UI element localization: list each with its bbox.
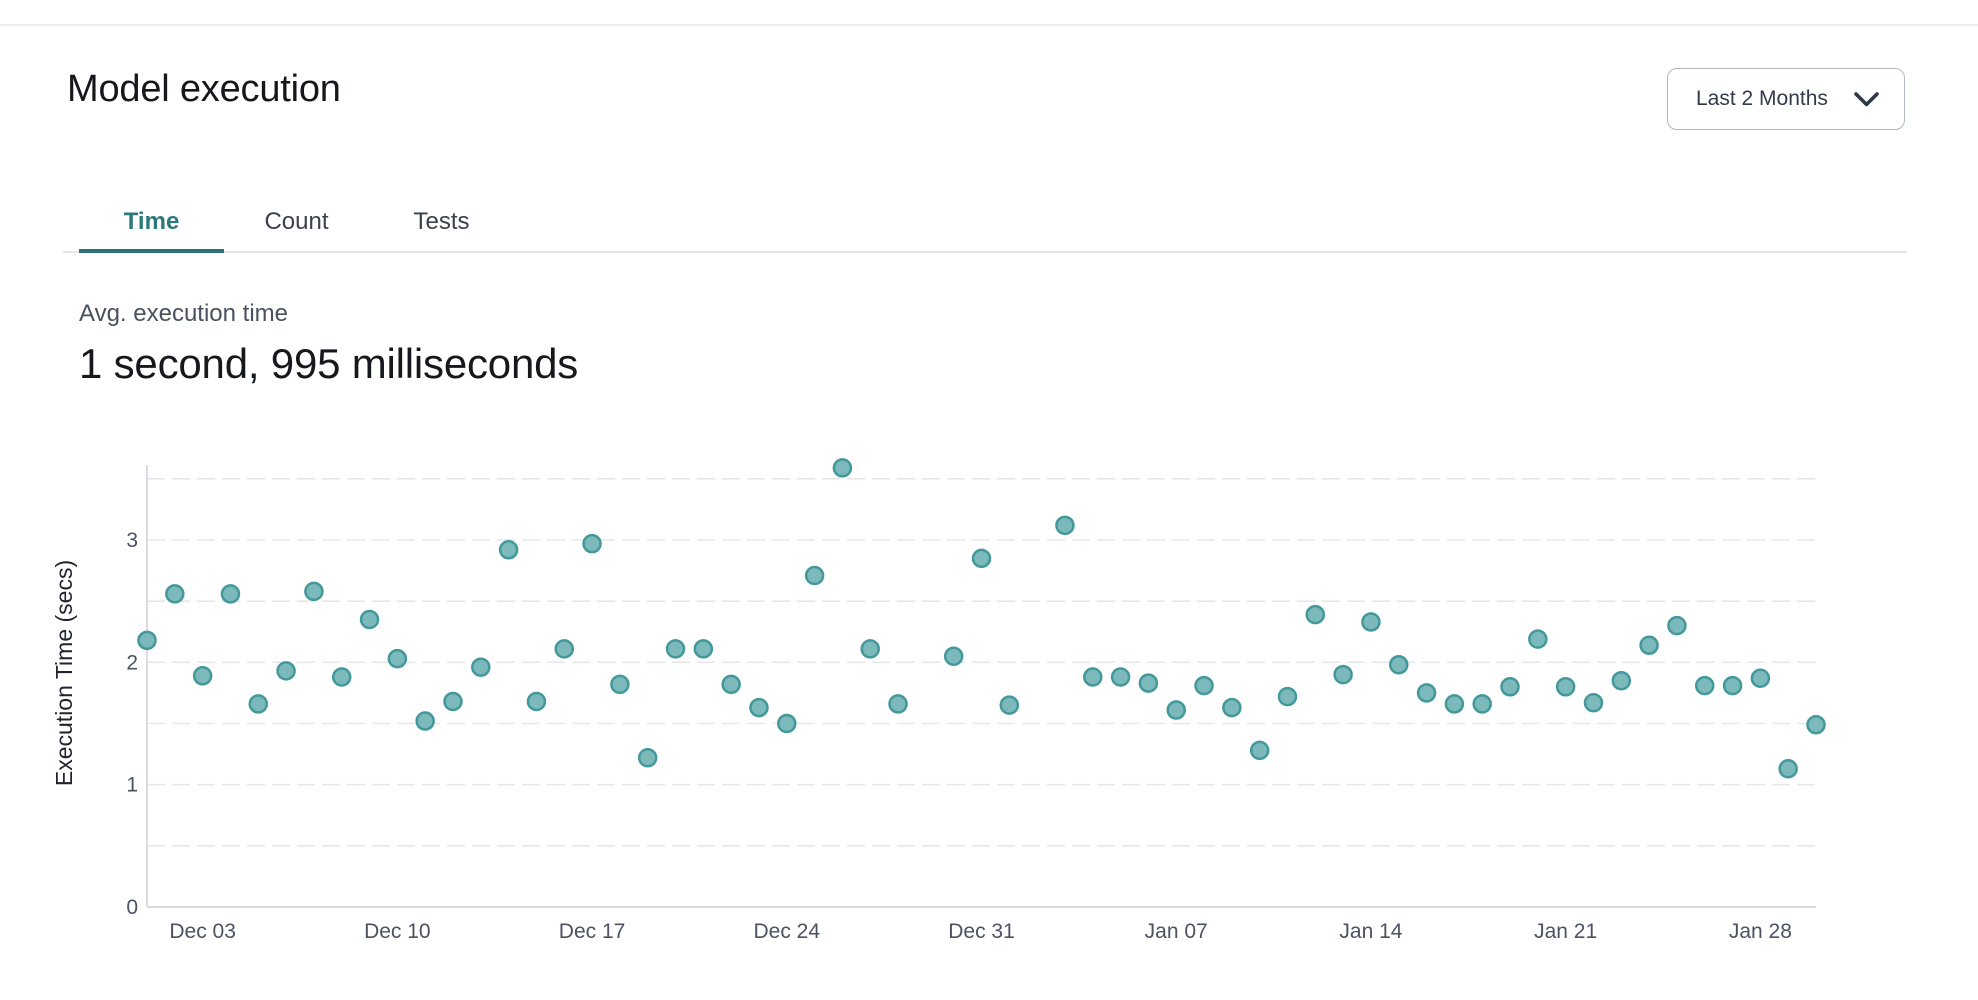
y-tick-label: 3 [126, 529, 138, 552]
data-point [1472, 694, 1492, 714]
data-point [888, 694, 908, 714]
tab-bar: Time Count Tests [63, 192, 1907, 253]
tab-spacer [63, 192, 79, 251]
data-point [1110, 667, 1131, 687]
data-point [137, 630, 157, 651]
tab-time[interactable]: Time [79, 192, 224, 253]
data-point [498, 540, 519, 560]
data-point [693, 639, 714, 659]
data-point [1249, 740, 1270, 761]
data-point [1750, 668, 1771, 688]
data-point [359, 609, 380, 630]
x-tick-label: Jan 14 [1339, 920, 1402, 943]
stat-value: 1 second, 995 milliseconds [79, 340, 579, 387]
data-point [1305, 604, 1326, 625]
tab-tests[interactable]: Tests [413, 207, 470, 235]
data-point [220, 584, 241, 604]
data-point [1583, 692, 1604, 713]
data-point [1528, 629, 1548, 649]
data-point [1806, 714, 1826, 735]
data-point [943, 646, 964, 666]
data-point [1138, 673, 1159, 693]
x-tick-label: Jan 28 [1729, 920, 1792, 943]
x-tick-label: Dec 24 [754, 920, 821, 943]
data-point [1694, 675, 1715, 696]
data-point [1166, 700, 1186, 720]
data-point [1277, 686, 1298, 707]
y-tick-label: 0 [126, 896, 138, 919]
x-tick-label: Jan 07 [1145, 920, 1208, 943]
data-point [721, 674, 741, 695]
data-point [971, 548, 992, 569]
data-point [1722, 675, 1743, 696]
top-divider [0, 24, 1978, 26]
data-point [1444, 694, 1465, 714]
x-tick-label: Jan 21 [1534, 920, 1597, 943]
tab-count[interactable]: Count [264, 207, 329, 235]
data-point [165, 584, 185, 604]
data-point [443, 691, 463, 712]
data-point [832, 458, 853, 478]
data-point [749, 697, 769, 718]
data-point [1055, 515, 1075, 536]
x-tick-label: Dec 10 [364, 920, 431, 943]
data-point [1778, 759, 1798, 779]
data-point [415, 711, 435, 731]
data-point [304, 581, 324, 602]
stat-label: Avg. execution time [79, 300, 289, 327]
data-point [192, 666, 213, 686]
data-point [1194, 675, 1214, 696]
data-point [1416, 683, 1437, 703]
x-tick-label: Dec 17 [559, 920, 626, 943]
data-point [331, 667, 352, 687]
data-point [637, 748, 658, 768]
data-point [665, 639, 686, 659]
data-point [1667, 615, 1687, 636]
data-point [276, 661, 296, 681]
data-point [804, 565, 825, 586]
data-point [610, 674, 630, 695]
data-point [471, 657, 491, 677]
data-point [1555, 677, 1576, 697]
data-point [860, 639, 880, 659]
chevron-down-icon [1854, 91, 1879, 106]
data-point [582, 533, 602, 554]
y-axis-title: Execution Time (secs) [51, 560, 77, 786]
x-tick-label: Dec 31 [948, 920, 1015, 943]
data-point [1611, 670, 1632, 691]
data-point [554, 639, 574, 659]
date-range-value: Last 2 Months [1696, 87, 1828, 110]
date-range-dropdown[interactable]: Last 2 Months [1667, 68, 1905, 130]
data-point [1639, 635, 1659, 655]
data-point [248, 694, 269, 714]
data-point [1500, 677, 1520, 697]
page-title: Model execution [67, 68, 341, 110]
y-tick-label: 1 [126, 774, 138, 797]
data-point [999, 695, 1020, 715]
x-tick-label: Dec 03 [169, 920, 236, 943]
data-point [1222, 697, 1242, 718]
data-point [526, 691, 547, 712]
data-point [777, 713, 797, 734]
data-point [387, 648, 408, 669]
data-point [1389, 655, 1409, 675]
data-point [1333, 664, 1353, 685]
y-tick-label: 2 [126, 651, 138, 674]
data-point [1361, 612, 1381, 632]
execution-time-chart: 0 1 2 3 Dec 03 Dec 10 Dec 17 Dec 24 Dec 31 Jan 07… [51, 458, 1826, 943]
data-point [1083, 667, 1103, 687]
